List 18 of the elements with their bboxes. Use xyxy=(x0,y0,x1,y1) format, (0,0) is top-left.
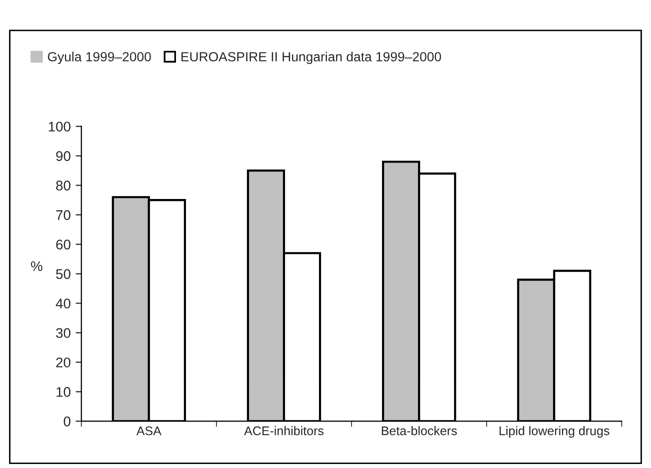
y-tick-label: 70 xyxy=(56,210,70,220)
y-tick-label: 50 xyxy=(56,269,70,279)
y-axis-title: % xyxy=(30,261,42,271)
y-tick-label: 80 xyxy=(56,180,70,190)
y-tick-label: 0 xyxy=(64,416,70,426)
legend-label: Gyula 1999–2000 xyxy=(48,52,151,64)
x-tick-label: ASA xyxy=(136,426,162,436)
y-tick-label: 30 xyxy=(56,328,70,338)
y-tick-label: 60 xyxy=(56,240,70,250)
y-tick-label: 90 xyxy=(56,151,70,162)
x-tick-label: ACE-inhibitors xyxy=(244,426,324,436)
y-tick-label: 100 xyxy=(48,122,70,132)
y-tick-label: 20 xyxy=(56,358,70,368)
x-tick-label: Lipid lowering drugs xyxy=(500,426,610,438)
y-tick-label: 40 xyxy=(56,298,70,308)
x-tick-label: Beta-blockers xyxy=(382,426,457,436)
legend-label: EUROASPIRE II Hungarian data 1999–2000 xyxy=(182,52,442,64)
y-tick-label: 10 xyxy=(56,387,70,397)
